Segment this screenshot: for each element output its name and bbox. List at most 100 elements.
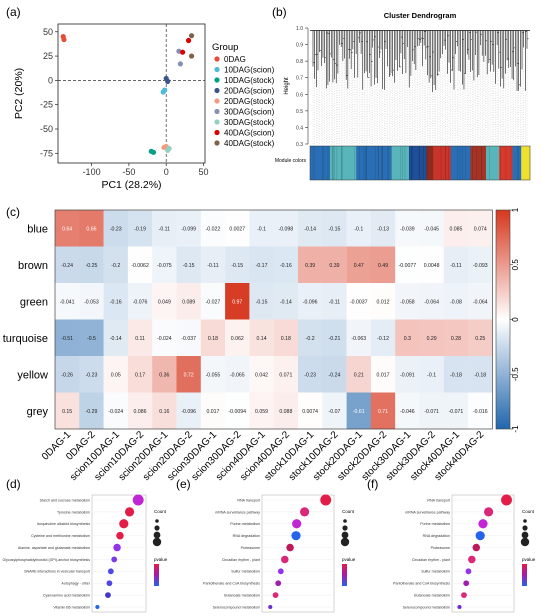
- module-color-segment: [329, 146, 357, 180]
- module-color-segment: [499, 146, 513, 180]
- heatmap-cell: [152, 319, 177, 357]
- dotplot-pathway-label: RNA degradation: [423, 534, 450, 538]
- heatmap-cell: [443, 210, 469, 247]
- module-colors-label: Module colors: [275, 158, 307, 164]
- heatmap-cell-label: -0.17: [256, 263, 268, 269]
- heatmap-cell-label: -0.064: [473, 299, 488, 305]
- heatmap-cell: [249, 246, 274, 284]
- dotplot-point: [105, 592, 111, 599]
- heatmap-cell-label: -0.053: [84, 299, 99, 305]
- dotplot-point: [286, 543, 294, 552]
- heatmap-cell: [468, 283, 493, 320]
- dendrogram-y-axis-label: Height: [284, 77, 290, 95]
- pca-point: [162, 87, 168, 93]
- heatmap-cell-label: -0.1: [257, 226, 266, 232]
- pca-plot-frame: [57, 23, 206, 164]
- heatmap-cell: [103, 356, 129, 393]
- heatmap-cell: [443, 392, 469, 430]
- heatmap-cell: [273, 392, 299, 430]
- dotplot-pathway-label: RNA degradation: [233, 534, 260, 538]
- heatmap-row-label: blue: [27, 223, 48, 235]
- dotplot-pathway-label: RNA transport: [237, 498, 260, 502]
- dotplot-pathway-label: Proteasome: [241, 546, 260, 550]
- heatmap-cell: [322, 283, 347, 320]
- pca-legend-marker: [214, 108, 220, 115]
- heatmap-cell-label: 0.49: [378, 263, 388, 269]
- heatmap-cell-label: -0.037: [181, 336, 196, 342]
- heatmap-cell-label: 0.089: [182, 299, 195, 305]
- panel-b-label: (b): [272, 5, 287, 19]
- heatmap-cell: [346, 246, 372, 284]
- pca-point: [185, 37, 192, 44]
- heatmap-cell: [152, 210, 177, 247]
- heatmap-cell-label: -0.022: [206, 226, 221, 232]
- heatmap-cell-label: 0.64: [62, 226, 72, 232]
- heatmap-cell: [127, 392, 153, 430]
- heatmap-row-label: grey: [27, 406, 49, 418]
- dotplot-pathway-label: Alanine, aspartate and glutamate metabol…: [18, 546, 90, 550]
- dotplot-count-legend-marker: [342, 525, 348, 531]
- heatmap-cell: [395, 246, 420, 284]
- dendrogram-y-tick-label: 0.3: [296, 142, 303, 148]
- heatmap-cell: [249, 392, 274, 430]
- pca-x-axis-label: PC1 (28.2%): [101, 179, 161, 191]
- heatmap-cell-label: -0.065: [230, 372, 245, 378]
- heatmap-cell: [298, 246, 323, 284]
- pca-legend-marker: [214, 140, 220, 146]
- heatmap-cell: [322, 210, 347, 247]
- heatmap-cell-label: -0.0094: [228, 409, 246, 415]
- heatmap-cell-label: 0.15: [62, 409, 72, 415]
- heatmap-cell-label: 0.059: [255, 409, 268, 415]
- heatmap-cell: [468, 392, 493, 430]
- panel-d-label: (d): [6, 477, 21, 491]
- heatmap-cell-label: 0.36: [159, 372, 169, 378]
- heatmap-cell: [298, 283, 323, 320]
- heatmap-cell: [127, 210, 153, 247]
- heatmap-row-label: yellow: [17, 369, 48, 381]
- pca-point: [180, 49, 186, 55]
- heatmap-cell: [200, 283, 226, 320]
- pca-legend-marker: [214, 87, 220, 94]
- dotplot-point: [465, 568, 472, 575]
- dotplot-pathway-label: Cyanoamino acid metabolism: [43, 594, 90, 598]
- dotplot-pathway-label: Selenocompound metabolism: [403, 605, 450, 609]
- heatmap-cell: [103, 210, 129, 247]
- pca-legend-entry: 40DAG(scion): [224, 129, 275, 138]
- heatmap-cell-label: 0.16: [159, 409, 169, 415]
- heatmap-cell-label: -0.15: [329, 226, 341, 232]
- heatmap-cell-label: -0.091: [400, 372, 415, 378]
- pca-legend-entry: 0DAG: [224, 55, 246, 64]
- dotplot-point: [472, 543, 481, 552]
- heatmap-cell: [443, 356, 469, 393]
- heatmap-cell-label: -0.29: [86, 409, 98, 415]
- heatmap-cell-label: -0.14: [280, 299, 292, 305]
- panel-e-label: (e): [176, 477, 191, 491]
- heatmap-cell-label: -0.23: [86, 372, 98, 378]
- pca-point: [165, 147, 171, 153]
- heatmap-cell-label: -0.0062: [131, 263, 149, 269]
- heatmap-cell: [419, 246, 444, 284]
- heatmap-cell-label: -0.1: [354, 226, 363, 232]
- heatmap-cell-label: 0.39: [305, 263, 315, 269]
- dotplot-pathway-label: Pantothenate and CoA biosynthesis: [393, 582, 450, 586]
- heatmap-cell-label: 0.0074: [302, 409, 318, 415]
- pca-x-tick-label: 0: [164, 167, 169, 177]
- pca-point: [177, 61, 183, 67]
- dotplot-pathway-label: Autophagy - other: [61, 582, 90, 586]
- heatmap-cell: [443, 246, 469, 284]
- heatmap-cell-label: 0.39: [329, 263, 339, 269]
- dotplot-count-legend-marker: [520, 537, 530, 547]
- heatmap-cell: [468, 356, 493, 393]
- pca-point: [188, 33, 195, 39]
- dotplot-pathway-label: Selenocompound metabolism: [213, 605, 260, 609]
- dotplot-frame: [451, 494, 515, 613]
- heatmap-cell: [55, 319, 80, 357]
- heatmap-cell: [298, 356, 323, 393]
- heatmap-colorbar: [495, 209, 511, 430]
- heatmap-cell: [200, 246, 226, 284]
- heatmap-cell: [468, 319, 493, 357]
- dendrogram-y-tick-label: 0.9: [296, 43, 303, 49]
- heatmap-cell: [152, 246, 177, 284]
- heatmap-cell-label: 0.071: [279, 372, 292, 378]
- pca-x-tick-label: -100: [83, 167, 101, 177]
